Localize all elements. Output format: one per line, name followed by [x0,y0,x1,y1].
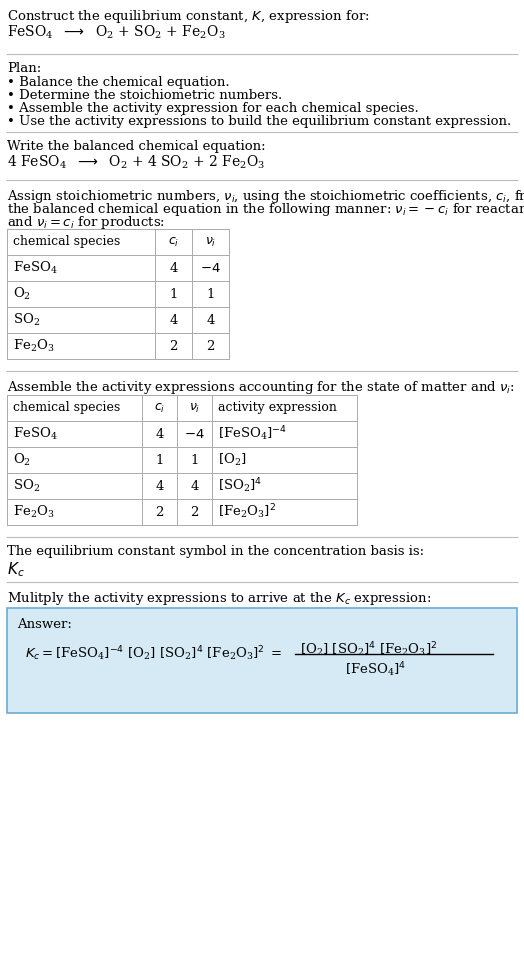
Text: $-4$: $-4$ [200,261,221,275]
Text: Mulitply the activity expressions to arrive at the $K_c$ expression:: Mulitply the activity expressions to arr… [7,590,431,607]
Text: $K_c$: $K_c$ [7,560,25,579]
Text: $\mathregular{FeSO_4}$: $\mathregular{FeSO_4}$ [13,259,58,276]
Text: Construct the equilibrium constant, $K$, expression for:: Construct the equilibrium constant, $K$,… [7,8,369,25]
Text: 4: 4 [155,480,163,492]
Text: $\mathregular{FeSO_4}$: $\mathregular{FeSO_4}$ [13,426,58,442]
Text: $\mathregular{FeSO_4}$  $\longrightarrow$  $\mathregular{O_2}$ + $\mathregular{S: $\mathregular{FeSO_4}$ $\longrightarrow$… [7,24,225,41]
Text: 1: 1 [190,454,199,466]
Text: 4: 4 [169,313,178,327]
Text: $-4$: $-4$ [184,428,205,440]
Text: 2: 2 [206,339,215,353]
Text: The equilibrium constant symbol in the concentration basis is:: The equilibrium constant symbol in the c… [7,545,424,558]
Text: 4: 4 [206,313,215,327]
Text: chemical species: chemical species [13,235,120,249]
Text: • Determine the stoichiometric numbers.: • Determine the stoichiometric numbers. [7,89,282,102]
Text: $\mathregular{O_2}$: $\mathregular{O_2}$ [13,286,31,302]
Text: 2: 2 [190,505,199,519]
Text: Assemble the activity expressions accounting for the state of matter and $\nu_i$: Assemble the activity expressions accoun… [7,379,515,396]
Text: $[\mathregular{O_2}]\ [\mathregular{SO_2}]^4\ [\mathregular{Fe_2O_3}]^2$: $[\mathregular{O_2}]\ [\mathregular{SO_2… [300,640,437,658]
Text: • Balance the chemical equation.: • Balance the chemical equation. [7,76,230,89]
Text: and $\nu_i = c_i$ for products:: and $\nu_i = c_i$ for products: [7,214,165,231]
Text: $[\mathregular{SO_2}]^4$: $[\mathregular{SO_2}]^4$ [218,477,262,495]
Text: $\mathregular{Fe_2O_3}$: $\mathregular{Fe_2O_3}$ [13,338,54,354]
FancyBboxPatch shape [7,608,517,713]
Text: $[\mathregular{FeSO_4}]^{-4}$: $[\mathregular{FeSO_4}]^{-4}$ [218,425,287,443]
Text: $\mathregular{O_2}$: $\mathregular{O_2}$ [13,452,31,468]
Text: 1: 1 [155,454,163,466]
Text: 4: 4 [190,480,199,492]
Text: $\mathregular{SO_2}$: $\mathregular{SO_2}$ [13,478,40,494]
Text: Write the balanced chemical equation:: Write the balanced chemical equation: [7,140,266,153]
Text: $[\mathregular{Fe_2O_3}]^2$: $[\mathregular{Fe_2O_3}]^2$ [218,503,276,522]
Text: Answer:: Answer: [17,618,72,631]
Text: activity expression: activity expression [218,402,337,414]
Text: Assign stoichiometric numbers, $\nu_i$, using the stoichiometric coefficients, $: Assign stoichiometric numbers, $\nu_i$, … [7,188,524,205]
Text: 1: 1 [169,287,178,301]
Text: 1: 1 [206,287,215,301]
Text: $\mathregular{SO_2}$: $\mathregular{SO_2}$ [13,312,40,328]
Text: $c_i$: $c_i$ [168,235,179,249]
Text: chemical species: chemical species [13,402,120,414]
Text: $[\mathregular{FeSO_4}]^4$: $[\mathregular{FeSO_4}]^4$ [345,660,406,678]
Text: 4: 4 [169,261,178,275]
Text: 4 $\mathregular{FeSO_4}$  $\longrightarrow$  $\mathregular{O_2}$ + 4 $\mathregul: 4 $\mathregular{FeSO_4}$ $\longrightarro… [7,154,265,171]
Text: • Assemble the activity expression for each chemical species.: • Assemble the activity expression for e… [7,102,419,115]
Text: • Use the activity expressions to build the equilibrium constant expression.: • Use the activity expressions to build … [7,115,511,128]
Text: Plan:: Plan: [7,62,41,75]
Text: $c_i$: $c_i$ [154,402,165,414]
Text: $\nu_i$: $\nu_i$ [205,235,216,249]
Text: 2: 2 [155,505,163,519]
Text: $[\mathregular{O_2}]$: $[\mathregular{O_2}]$ [218,452,246,468]
Text: 2: 2 [169,339,178,353]
Text: $\nu_i$: $\nu_i$ [189,402,200,414]
Text: $K_c = [\mathregular{FeSO_4}]^{-4}\ [\mathregular{O_2}]\ [\mathregular{SO_2}]^4\: $K_c = [\mathregular{FeSO_4}]^{-4}\ [\ma… [25,645,282,663]
Text: 4: 4 [155,428,163,440]
Text: $\mathregular{Fe_2O_3}$: $\mathregular{Fe_2O_3}$ [13,504,54,520]
Text: the balanced chemical equation in the following manner: $\nu_i = -c_i$ for react: the balanced chemical equation in the fo… [7,201,524,218]
